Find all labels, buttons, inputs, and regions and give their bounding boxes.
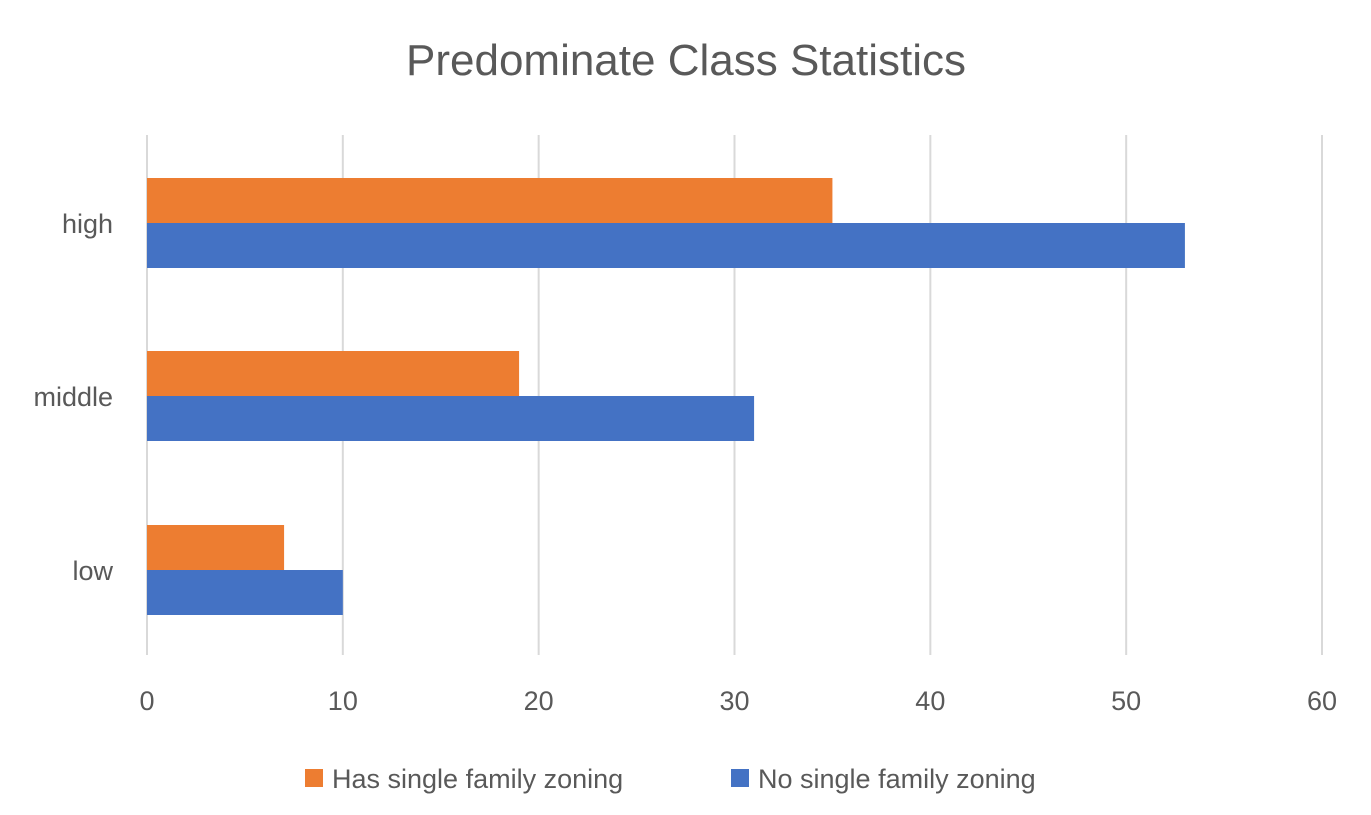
x-tick-label-30: 30: [719, 686, 749, 716]
bar-high-no-sfz: [147, 223, 1185, 268]
legend-swatch-no-sfz: [731, 769, 749, 787]
bar-low-no-sfz: [147, 570, 343, 615]
x-tick-label-40: 40: [915, 686, 945, 716]
x-tick-label-0: 0: [139, 686, 154, 716]
bar-middle-has-sfz: [147, 351, 520, 396]
legend: Has single family zoning No single family…: [305, 764, 1036, 794]
legend-label-no-sfz: No single family zoning: [758, 764, 1036, 794]
category-label-low: low: [72, 556, 113, 586]
legend-swatch-has-sfz: [305, 769, 323, 787]
bars-group: [147, 178, 1185, 615]
category-label-high: high: [62, 209, 113, 239]
bar-high-has-sfz: [147, 178, 833, 223]
x-tick-label-20: 20: [524, 686, 554, 716]
category-axis-labels: high middle low: [33, 209, 113, 586]
category-label-middle: middle: [33, 382, 113, 412]
x-tick-label-50: 50: [1111, 686, 1141, 716]
bar-low-has-sfz: [147, 525, 285, 570]
bar-middle-no-sfz: [147, 396, 755, 441]
chart-title: Predominate Class Statistics: [406, 36, 966, 85]
legend-label-has-sfz: Has single family zoning: [332, 764, 623, 794]
x-tick-label-60: 60: [1307, 686, 1337, 716]
x-tick-label-10: 10: [328, 686, 358, 716]
value-axis-tick-labels: 0 10 20 30 40 50 60: [139, 686, 1337, 716]
